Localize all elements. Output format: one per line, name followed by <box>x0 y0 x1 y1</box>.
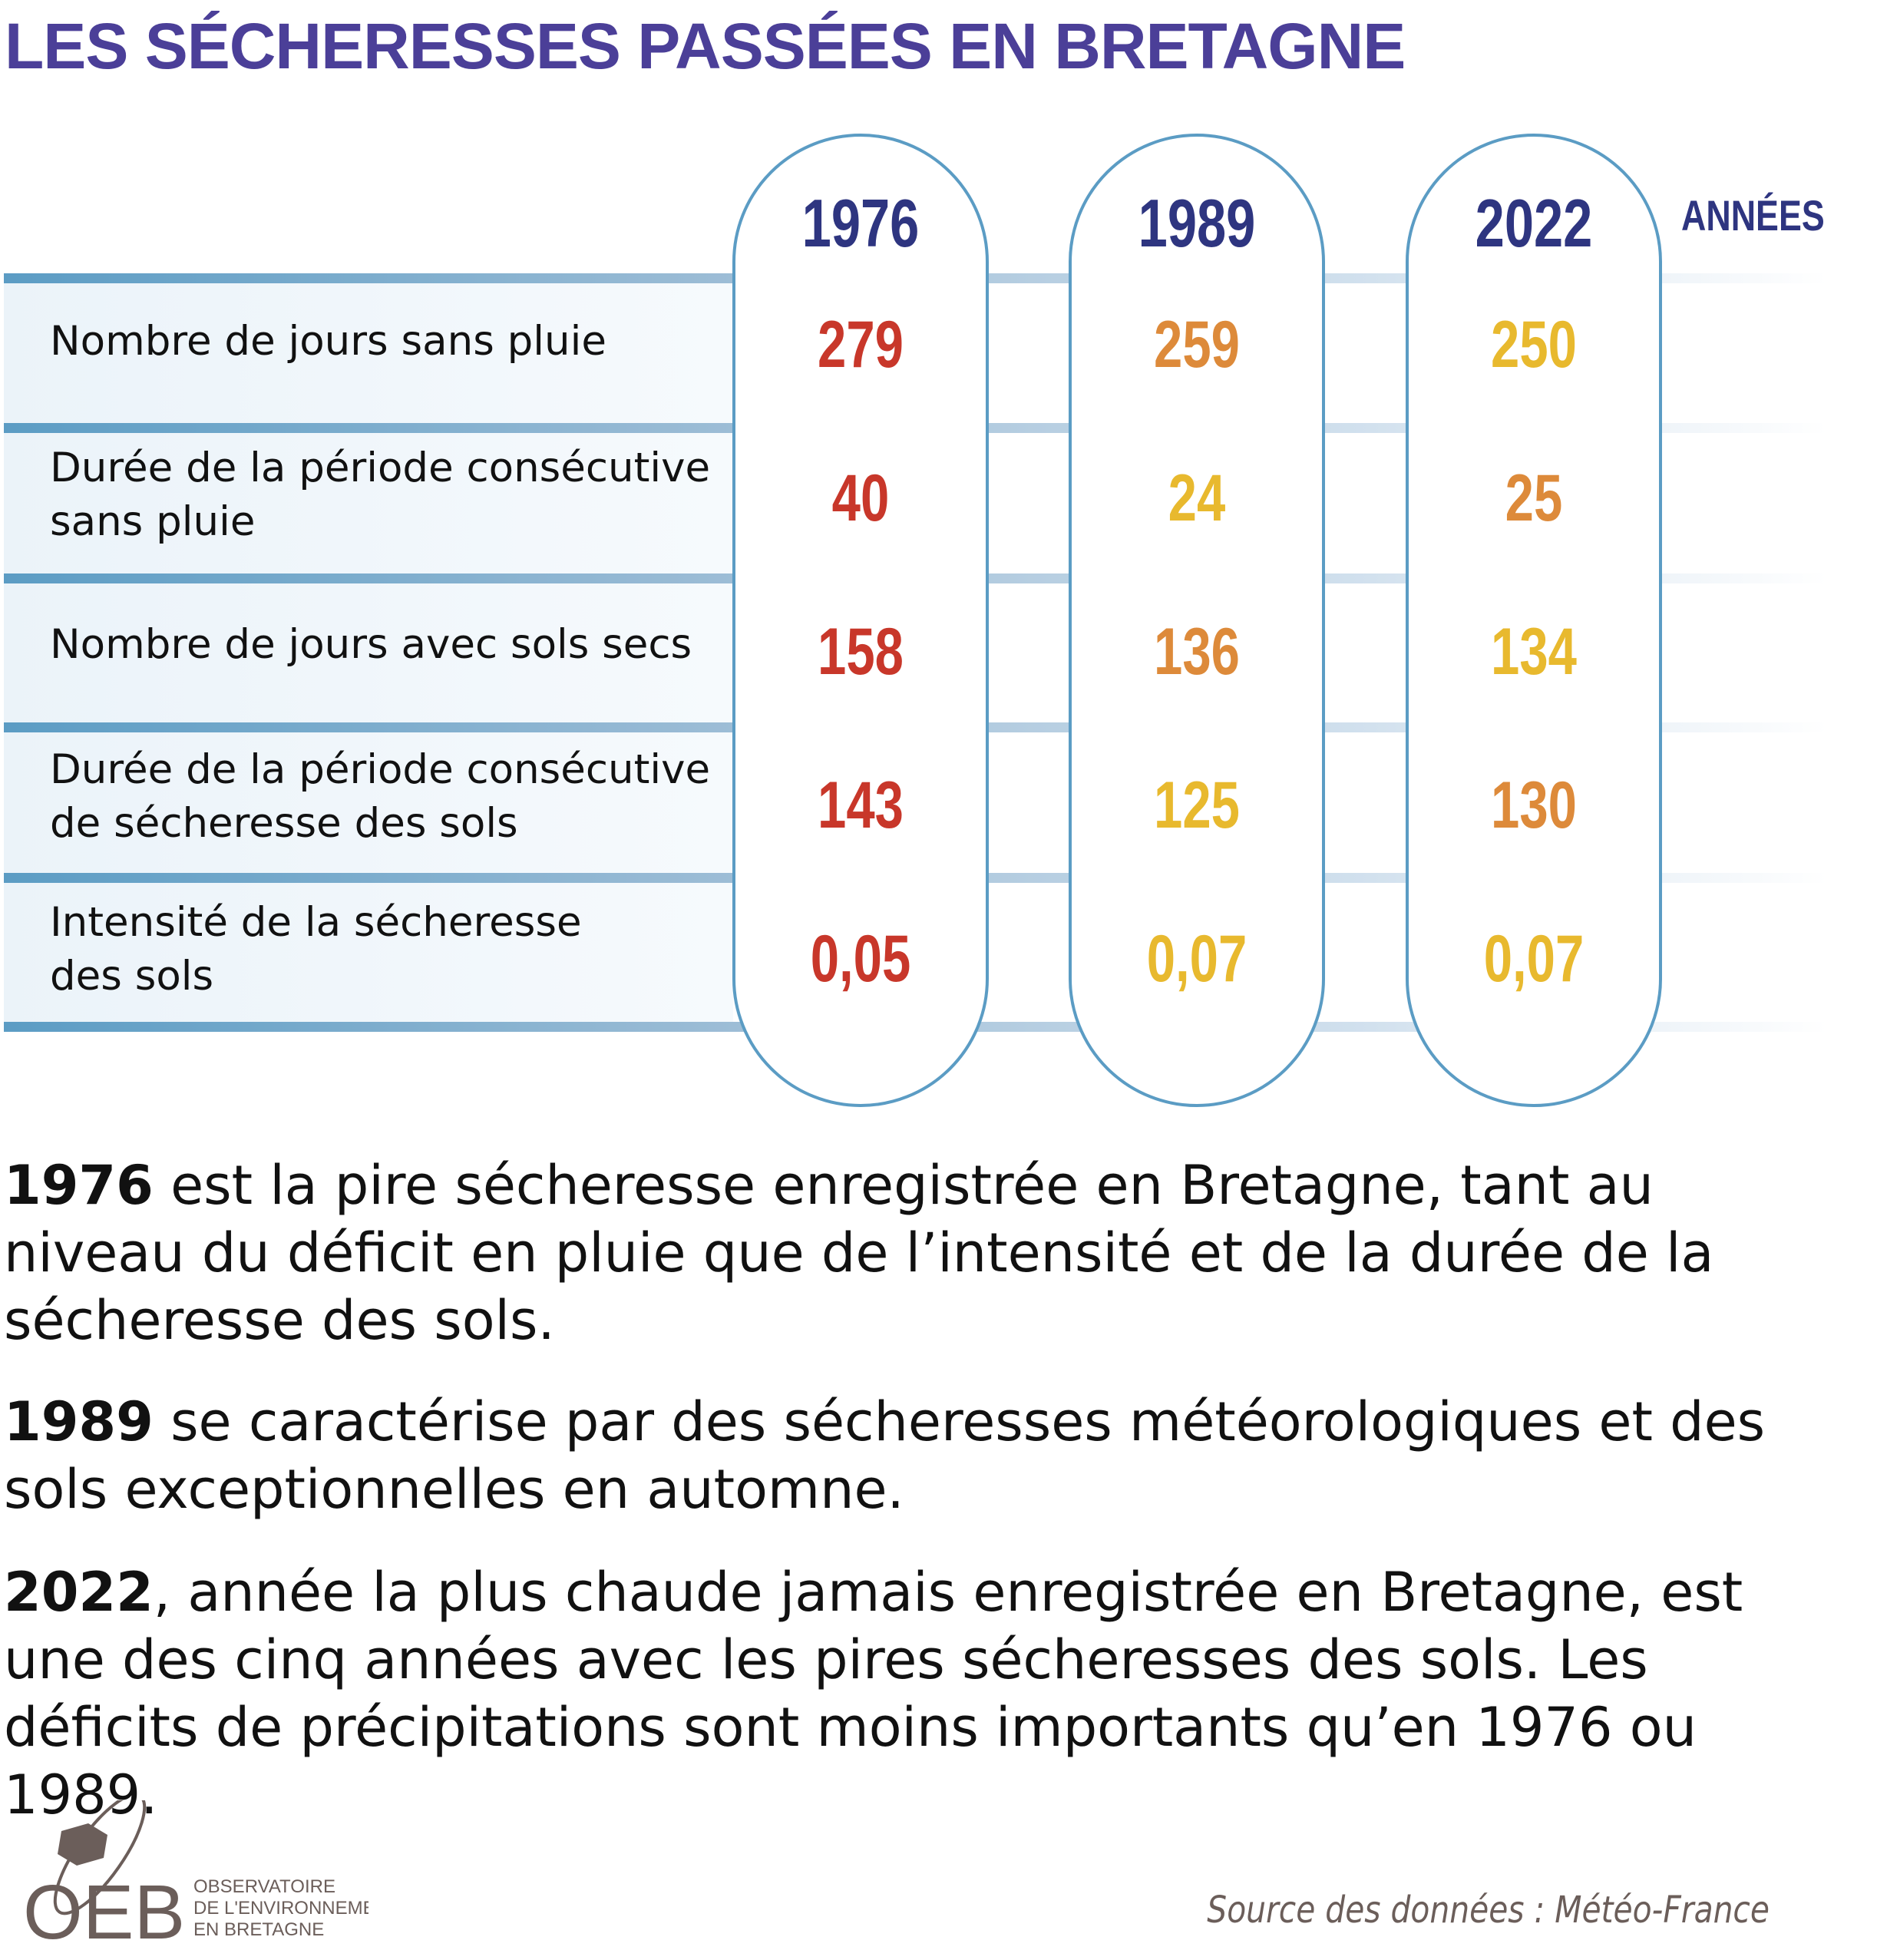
row-label: Nombre de jours sans pluie <box>50 318 606 365</box>
paragraph-year: 1989 <box>4 1390 154 1453</box>
year-column-1976 <box>732 134 989 1107</box>
paragraph: 1976 est la pire sécheresse enregistrée … <box>4 1152 1846 1354</box>
row-label: Nombre de jours avec sols secs <box>50 621 692 668</box>
brittany-map-icon <box>58 1823 107 1866</box>
paragraph-text: , année la plus chaude jamais enregistré… <box>4 1561 1743 1826</box>
year-header: 2022 <box>1475 185 1593 261</box>
data-source: Source des données : Météo-France <box>1207 1889 1770 1932</box>
years-label: ANNÉES <box>1681 191 1825 240</box>
value-cell: 136 <box>1154 615 1240 689</box>
value-cell: 125 <box>1154 768 1240 842</box>
paragraph-text: se caractérise par des sécheresses météo… <box>4 1390 1766 1521</box>
logo-line3: EN BRETAGNE <box>193 1919 324 1940</box>
row-background <box>4 283 733 423</box>
value-cell: 0,05 <box>810 922 911 996</box>
year-column-2022 <box>1406 134 1662 1107</box>
year-header: 1976 <box>801 185 920 261</box>
value-cell: 130 <box>1491 768 1577 842</box>
row-background <box>4 583 733 722</box>
value-cell: 279 <box>818 308 904 382</box>
page-title: LES SÉCHERESSES PASSÉES EN BRETAGNE <box>5 10 1406 82</box>
value-cell: 0,07 <box>1483 922 1585 996</box>
value-cell: 134 <box>1491 615 1577 689</box>
value-cell: 143 <box>818 768 904 842</box>
value-cell: 158 <box>818 615 904 689</box>
value-cell: 40 <box>831 461 890 535</box>
row-background <box>4 732 733 873</box>
value-cell: 24 <box>1168 461 1226 535</box>
oeb-logo: OEB OBSERVATOIRE DE L'ENVIRONNEME EN BRE… <box>23 1800 368 1946</box>
row-label: Durée de la période consécutive sans plu… <box>50 445 711 545</box>
paragraph-year: 1976 <box>4 1154 154 1217</box>
value-cell: 259 <box>1154 308 1240 382</box>
logo-acronym: OEB <box>23 1869 185 1946</box>
row-background <box>4 433 733 573</box>
paragraph-year: 2022 <box>4 1561 154 1624</box>
year-header: 1989 <box>1138 185 1256 261</box>
value-cell: 250 <box>1491 308 1577 382</box>
paragraph: 2022, année la plus chaude jamais enregi… <box>4 1558 1846 1829</box>
value-cell: 0,07 <box>1146 922 1247 996</box>
logo-line2: DE L'ENVIRONNEME <box>193 1898 368 1919</box>
logo-line1: OBSERVATOIRE <box>193 1876 335 1897</box>
row-label: Intensité de la sécheresse des sols <box>50 899 582 1000</box>
paragraph-text: est la pire sécheresse enregistrée en Br… <box>4 1154 1714 1352</box>
paragraph: 1989 se caractérise par des sécheresses … <box>4 1388 1846 1523</box>
value-cell: 25 <box>1505 461 1563 535</box>
row-background <box>4 883 733 1022</box>
row-label: Durée de la période consécutive de séche… <box>50 746 711 847</box>
year-column-1989 <box>1069 134 1325 1107</box>
